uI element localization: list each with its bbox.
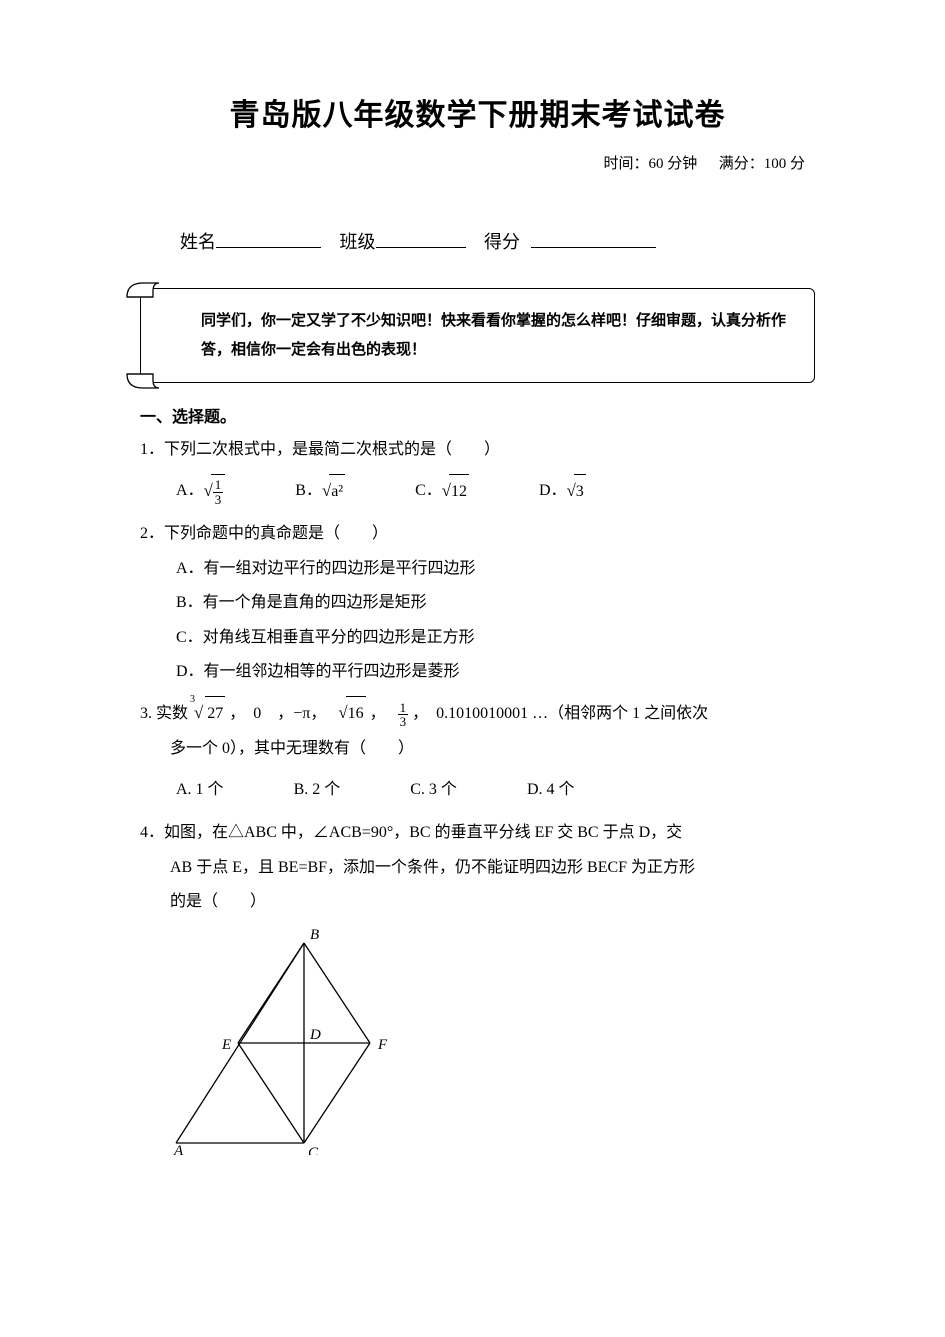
meta-line: 时间：60 分钟 满分：100 分 — [140, 152, 815, 173]
svg-text:C: C — [308, 1145, 319, 1155]
q1-d-rad: 3 — [574, 474, 586, 509]
q1-opt-d: D． 3 — [539, 471, 586, 511]
q1-options: A． 13 B． a² C． 12 D． 3 — [140, 471, 815, 511]
svg-text:D: D — [309, 1027, 321, 1043]
question-2: 2．下列命题中的真命题是（ ） A．有一组对边平行的四边形是平行四边形 B．有一… — [140, 517, 815, 689]
q1-a-label: A． — [176, 474, 204, 508]
q1-b-rad: a² — [329, 474, 345, 509]
svg-text:A: A — [173, 1143, 184, 1155]
time-value: 60 分钟 — [648, 156, 697, 172]
page-title: 青岛版八年级数学下册期末考试试卷 — [140, 90, 815, 134]
q3-opt-c: C. 3 个 — [410, 770, 457, 810]
student-info-row: 姓名 班级 得分 — [140, 228, 815, 254]
q3-seg1: ， 0 ，−π， — [229, 705, 334, 722]
svg-text:F: F — [377, 1037, 388, 1053]
name-label: 姓名 — [180, 232, 216, 252]
q2-stem: 2．下列命题中的真命题是（ ） — [140, 525, 388, 542]
q3-cube-index: 3 — [190, 689, 195, 711]
class-label: 班级 — [340, 232, 376, 252]
svg-text:E: E — [221, 1037, 231, 1053]
cuberoot-icon: 3 27 — [194, 695, 225, 731]
scroll-ornament-top — [123, 277, 163, 301]
q1-stem: 1．下列二次根式中，是最简二次根式的是（ ） — [140, 441, 500, 458]
question-4: 4．如图，在△ABC 中，∠ACB=90°，BC 的垂直平分线 EF 交 BC … — [140, 816, 815, 1169]
q1-b-label: B． — [295, 474, 322, 508]
q1-opt-c: C． 12 — [415, 471, 469, 511]
score-value: 100 分 — [764, 156, 805, 172]
q2-options: A．有一组对边平行的四边形是平行四边形 B．有一个角是直角的四边形是矩形 C．对… — [140, 552, 815, 690]
q3-frac-num: 1 — [398, 701, 409, 716]
score-field-label: 得分 — [484, 232, 520, 252]
q3-sqrt-rad: 16 — [346, 696, 366, 731]
q3-options: A. 1 个 B. 2 个 C. 3 个 D. 4 个 — [140, 770, 815, 810]
q3-line2: 多一个 0），其中无理数有（ ） — [140, 732, 815, 766]
score-blank[interactable] — [531, 247, 656, 248]
q1-c-rad: 12 — [449, 474, 469, 509]
q1-opt-b: B． a² — [295, 471, 345, 511]
name-blank[interactable] — [216, 247, 321, 248]
sqrt-icon: 13 — [204, 473, 226, 509]
q1-c-label: C． — [415, 474, 442, 508]
q1-opt-a: A． 13 — [176, 471, 225, 511]
scroll-ornament-bottom — [123, 370, 163, 394]
q3-seg2: ， — [370, 705, 394, 722]
q3-seg3: ， 0.1010010001 …（相邻两个 1 之间依次 — [412, 705, 708, 722]
q3-opt-b: B. 2 个 — [294, 770, 341, 810]
q2-opt-c: C．对角线互相垂直平分的四边形是正方形 — [176, 621, 815, 655]
q3-frac-den: 3 — [398, 715, 409, 729]
q2-opt-d: D．有一组邻边相等的平行四边形是菱形 — [176, 655, 815, 689]
sqrt-icon: 16 — [338, 695, 365, 731]
sqrt-icon: 3 — [567, 473, 586, 509]
q3-cube-rad: 27 — [205, 696, 225, 731]
fraction-icon: 13 — [398, 701, 409, 729]
q4-line3: 的是（ ） — [140, 885, 815, 919]
sqrt-icon: a² — [322, 473, 345, 509]
intro-text: 同学们，你一定又学了不少知识吧！快来看看你掌握的怎么样吧！仔细审题，认真分析作答… — [201, 313, 786, 358]
q3-prefix: 3. 实数 — [140, 705, 188, 722]
question-3: 3. 实数 3 27 ， 0 ，−π， 16 ， 13 ， 0.10100100… — [140, 695, 815, 810]
page: 青岛版八年级数学下册期末考试试卷 时间：60 分钟 满分：100 分 姓名 班级… — [0, 0, 945, 1337]
q1-a-num: 1 — [213, 478, 224, 493]
svg-text:B: B — [310, 927, 319, 943]
sqrt-icon: 12 — [442, 473, 469, 509]
q2-opt-b: B．有一个角是直角的四边形是矩形 — [176, 586, 815, 620]
question-1: 1．下列二次根式中，是最简二次根式的是（ ） A． 13 B． a² C． 12… — [140, 433, 815, 511]
time-label: 时间： — [603, 156, 648, 172]
q1-a-den: 3 — [213, 493, 224, 507]
section-1-heading: 一、选择题。 — [140, 403, 815, 427]
score-label: 满分： — [719, 156, 764, 172]
q1-d-label: D． — [539, 474, 567, 508]
q3-opt-d: D. 4 个 — [527, 770, 575, 810]
q4-line1: 4．如图，在△ABC 中，∠ACB=90°，BC 的垂直平分线 EF 交 BC … — [140, 816, 815, 850]
intro-box: 同学们，你一定又学了不少知识吧！快来看看你掌握的怎么样吧！仔细审题，认真分析作答… — [140, 288, 815, 383]
q3-opt-a: A. 1 个 — [176, 770, 224, 810]
q4-line2: AB 于点 E，且 BE=BF，添加一个条件，仍不能证明四边形 BECF 为正方… — [140, 851, 815, 885]
q4-diagram: A C B D E F — [164, 925, 815, 1168]
q2-opt-a: A．有一组对边平行的四边形是平行四边形 — [176, 552, 815, 586]
geometry-diagram: A C B D E F — [164, 925, 404, 1155]
class-blank[interactable] — [376, 247, 466, 248]
